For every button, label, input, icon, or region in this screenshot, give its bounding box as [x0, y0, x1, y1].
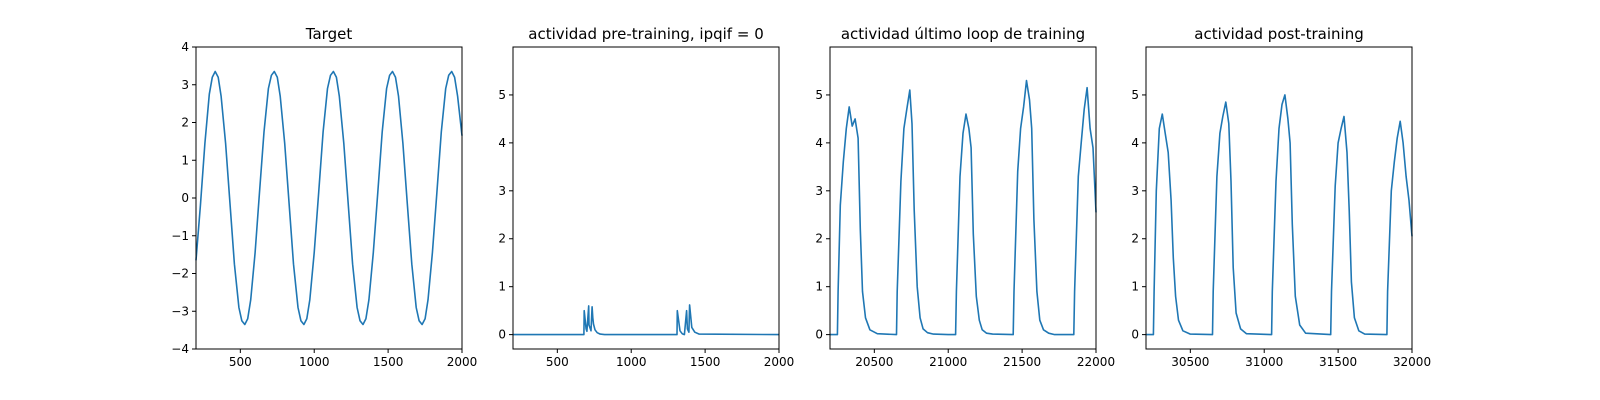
y-tick-label: 5 — [1131, 88, 1139, 102]
y-tick-label: 3 — [498, 184, 506, 198]
axes-frame — [829, 46, 1097, 350]
axes-frame — [512, 46, 780, 350]
y-tick-label: −3 — [171, 304, 189, 318]
y-tick-label: 1 — [181, 153, 189, 167]
y-tick-label: 2 — [181, 116, 189, 130]
y-tick-label: 4 — [181, 40, 189, 54]
y-tick-label: 3 — [1131, 184, 1139, 198]
x-tick-label: 2000 — [447, 355, 478, 369]
subplot-title: actividad pre-training, ipqif = 0 — [528, 25, 764, 43]
y-tick-label: 1 — [1131, 280, 1139, 294]
subplot-title: Target — [305, 25, 353, 43]
subplot-1: Target 500 1000 1500 2000 −4 −3 −2 −1 0 1 2 3 4 — [171, 25, 477, 369]
x-tick-label: 22000 — [1077, 355, 1115, 369]
y-tick-label: 1 — [815, 280, 823, 294]
y-tick-label: 4 — [498, 136, 506, 150]
y-tick-label: 3 — [815, 184, 823, 198]
y-tick-label: 5 — [815, 88, 823, 102]
x-tick-label: 2000 — [764, 355, 795, 369]
x-tick-label: 1000 — [616, 355, 647, 369]
y-tick-label: 5 — [498, 88, 506, 102]
x-tick-label: 500 — [546, 355, 569, 369]
y-tick-label: 3 — [181, 78, 189, 92]
y-tick-label: 0 — [815, 328, 823, 342]
series-line-3-1 — [830, 79, 1097, 336]
y-tick-label: −2 — [171, 267, 189, 281]
x-tick-label: 1500 — [690, 355, 721, 369]
x-tick-label: 31000 — [1245, 355, 1283, 369]
y-tick-label: 2 — [1131, 232, 1139, 246]
y-tick-label: −4 — [171, 342, 189, 356]
y-tick-label: −1 — [171, 229, 189, 243]
x-tick-label: 32000 — [1393, 355, 1431, 369]
subplot-title: actividad post-training — [1194, 25, 1363, 43]
series-line-4-1 — [1146, 94, 1413, 336]
x-tick-label: 21500 — [1003, 355, 1041, 369]
x-tick-label: 1000 — [299, 355, 330, 369]
y-tick-label: 0 — [1131, 328, 1139, 342]
subplot-2: actividad pre-training, ipqif = 0 500 1000… — [498, 25, 794, 369]
y-tick-label: 0 — [498, 328, 506, 342]
y-tick-label: 4 — [815, 136, 823, 150]
y-tick-label: 2 — [498, 232, 506, 246]
x-tick-label: 500 — [229, 355, 252, 369]
axes-frame — [1145, 46, 1413, 350]
y-tick-label: 1 — [498, 280, 506, 294]
x-tick-label: 1500 — [373, 355, 404, 369]
x-tick-label: 20500 — [855, 355, 893, 369]
y-tick-label: 2 — [815, 232, 823, 246]
x-tick-label: 30500 — [1171, 355, 1209, 369]
y-tick-label: 4 — [1131, 136, 1139, 150]
axes-frame — [195, 46, 463, 350]
series-line-2-1 — [513, 304, 780, 336]
y-tick-label: 0 — [181, 191, 189, 205]
series-line-1-1 — [195, 70, 463, 326]
x-tick-label: 21000 — [929, 355, 967, 369]
x-tick-label: 31500 — [1319, 355, 1357, 369]
subplot-title: actividad último loop de training — [841, 25, 1085, 43]
